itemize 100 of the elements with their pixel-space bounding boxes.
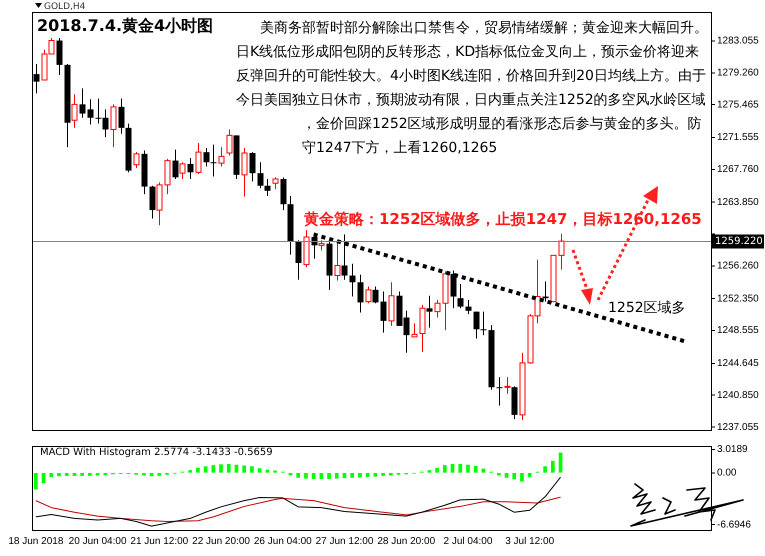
bar (34, 472, 38, 490)
bar (258, 468, 262, 473)
candlestick (296, 240, 302, 280)
candlestick (272, 176, 278, 190)
bar (157, 472, 162, 476)
bar (496, 472, 501, 476)
bar (288, 472, 292, 476)
bar (103, 472, 108, 476)
y-tick-label: 0.00 (717, 468, 737, 479)
candlestick (218, 146, 224, 167)
bar (142, 472, 146, 476)
bar (327, 472, 331, 479)
candlestick (450, 270, 456, 309)
bar (304, 472, 308, 479)
bar (250, 466, 254, 473)
x-tick-label: 2 Jul 04:00 (443, 536, 493, 547)
bar (242, 466, 246, 473)
bar (435, 468, 439, 473)
candlestick (366, 286, 372, 304)
candlestick (542, 280, 548, 302)
bar (528, 472, 532, 478)
candlestick (242, 147, 248, 198)
candlestick (196, 142, 202, 174)
bar (474, 466, 478, 473)
bar (296, 472, 300, 478)
candlestick (180, 162, 186, 180)
bar (558, 452, 562, 473)
x-tick-label: 18 Jun 2018 (8, 536, 64, 547)
candlestick (210, 144, 216, 178)
x-tick-label: 21 Jun 12:00 (130, 536, 189, 547)
y-tick-label: 3.0189 (717, 444, 748, 456)
bar (350, 472, 354, 478)
candlestick (466, 299, 472, 315)
candlestick (318, 240, 324, 251)
candlestick (358, 274, 364, 313)
annotation: 黄金策略：1252区域做多，止损1247，目标1260,1265 (303, 210, 702, 228)
bar (450, 464, 454, 473)
x-tick-label: 27 Jun 12:00 (316, 536, 374, 547)
candlestick (110, 104, 116, 148)
candlestick (250, 152, 256, 182)
bar (226, 464, 231, 473)
y-tick-label: 1256.260 (717, 260, 760, 272)
chart-title: MACD With Histogram 2.5774 -3.1433 -0.5659 (40, 447, 273, 458)
ref-line-label: 1259.220 (715, 236, 763, 248)
candlestick (496, 376, 502, 406)
bar (64, 472, 69, 476)
y-tick-label: 1263.850 (717, 196, 760, 208)
candlestick (474, 311, 480, 340)
bar (543, 466, 547, 473)
candlestick (334, 240, 340, 282)
text: GOLD,H4 (44, 2, 86, 12)
candlestick (434, 299, 440, 318)
bar (96, 472, 100, 476)
candlestick (150, 185, 156, 219)
candlestick (118, 98, 124, 134)
bar (388, 472, 393, 476)
bar (366, 472, 370, 478)
y-tick-label: 1279.260 (717, 68, 760, 79)
candlestick (134, 152, 140, 169)
candlestick (72, 94, 78, 128)
y-tick-label: 1275.465 (717, 99, 760, 110)
candlestick (204, 147, 210, 167)
x-tick-label: 20 Jun 04:00 (68, 536, 127, 547)
bar (442, 465, 447, 473)
annotation: 1252区域多 (608, 300, 686, 316)
bar (520, 472, 524, 482)
bar (504, 472, 508, 478)
bar (49, 472, 54, 478)
y-tick-label: 1248.555 (717, 325, 760, 336)
candlestick (264, 178, 270, 196)
candlestick (504, 376, 510, 394)
candlestick (458, 283, 464, 309)
y-tick-label: 1283.055 (717, 36, 760, 47)
x-tick-label: 26 Jun 04:00 (254, 536, 312, 547)
bar (381, 472, 385, 476)
y-tick-label: 1240.850 (717, 390, 760, 401)
candlestick (258, 162, 264, 189)
bar (466, 464, 470, 473)
bar (72, 472, 76, 476)
annotation: 美商务部暂时部分解除出口禁售令，贸易情绪缓解；黄金迎来大幅回升。日K线低位形成阳包阴的反转形态，KD指标低位金叉向上，预示金价将迎来反弹回升的可能性较大。4小时图K线连阳，价格回升到20日均线上方。由于今日美国独立日休市，预期波动有限，日内重点关注1252的多空风水岭区域，金价回踩1252区域形成明显的看涨形态后参与黄金的多头。防守1247下方，上看1260,1265 (236, 20, 708, 156)
bar (428, 470, 432, 473)
y-tick-label: 1237.055 (717, 422, 760, 433)
bar (320, 472, 324, 479)
y-tick-label: 1252.350 (717, 293, 760, 304)
candlestick (350, 263, 356, 298)
y-tick-label: 1267.760 (717, 164, 760, 176)
bar (80, 472, 84, 476)
y-tick-label: -6.6946 (717, 519, 752, 530)
x-tick-label: 3 Jul 12:00 (505, 536, 555, 547)
bar (334, 472, 339, 479)
candlestick (80, 88, 86, 118)
candlestick (226, 129, 232, 156)
bar (42, 472, 46, 484)
chart-title: 2018.7.4.黄金4小时图 (37, 16, 214, 35)
bar (458, 464, 462, 473)
candlestick (188, 158, 194, 180)
bar (204, 466, 208, 473)
bar (374, 472, 378, 477)
candlestick (372, 286, 378, 304)
y-tick-label: 1244.645 (717, 358, 760, 370)
